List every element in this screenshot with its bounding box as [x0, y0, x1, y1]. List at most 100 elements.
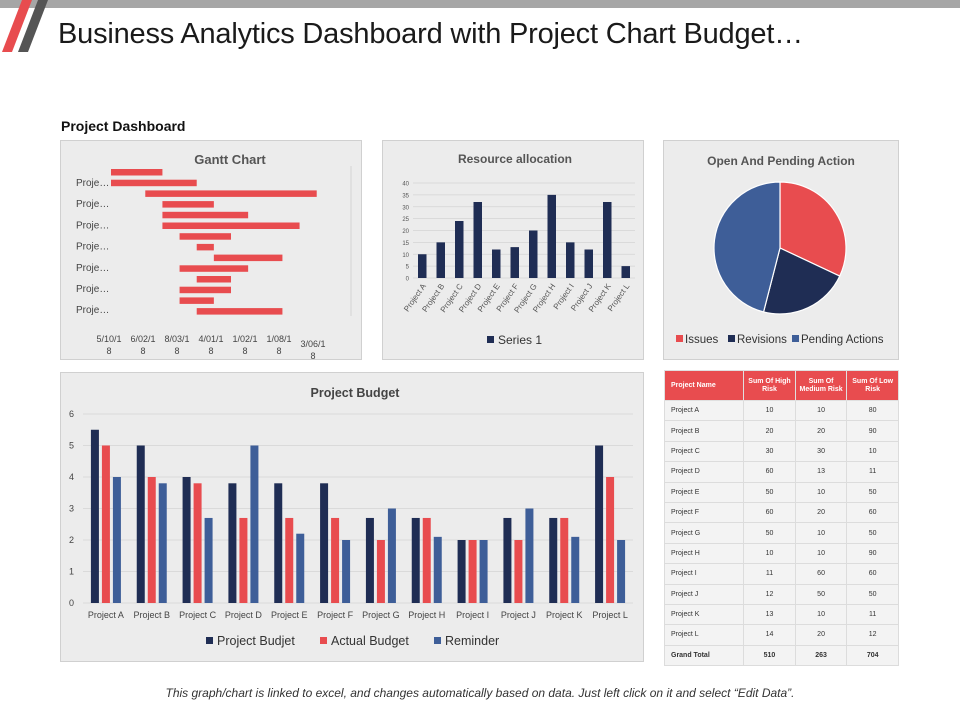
table-cell: Project D [663, 461, 745, 483]
gantt-bar [111, 179, 197, 187]
table-cell: 10 [794, 603, 848, 626]
bar [617, 540, 626, 603]
table-cell: Project E [663, 481, 745, 503]
bar [376, 540, 385, 603]
legend-swatch [434, 637, 441, 644]
y-tick-label: 3 [69, 504, 74, 514]
bar [193, 483, 202, 603]
chart-title: Resource allocation [458, 152, 572, 166]
bar [274, 483, 283, 603]
bar [411, 517, 420, 603]
table-cell: 50 [846, 583, 899, 605]
table-row: Project A 10 10 80 [663, 399, 899, 422]
gantt-chart-panel[interactable]: Gantt Chart Proje… Proje… Proje… Proje… Proje… [60, 140, 362, 360]
bar [547, 194, 556, 278]
row-label: Proje… [76, 305, 109, 316]
bar [603, 202, 612, 278]
footer-note: This graph/chart is linked to excel, and… [165, 686, 795, 700]
table-cell: 10 [794, 481, 848, 503]
bar [566, 242, 575, 278]
bar [479, 540, 488, 603]
x-tick-label: 1/02/1 8 [232, 334, 257, 356]
table-cell: 704 [846, 644, 899, 667]
page-title: Business Analytics Dashboard with Projec… [58, 18, 803, 50]
risk-table[interactable]: Project Name Sum Of High Risk Sum Of Med… [663, 370, 899, 667]
bar [571, 536, 580, 603]
x-tick-label: Project E [271, 610, 308, 620]
gantt-bar [162, 222, 300, 229]
top-accent-bar [0, 0, 960, 8]
y-tick-label: 6 [69, 409, 74, 419]
bar [158, 483, 167, 603]
table-cell: 510 [743, 644, 796, 667]
table-cell: Project C [663, 440, 745, 463]
y-tick-label: 10 [402, 253, 409, 259]
resource-chart-panel[interactable]: Resource allocation 0 5 10 15 20 25 30 35 40 Proje… [382, 140, 644, 360]
chart-title: Project Budget [311, 386, 401, 400]
legend-label: Series 1 [498, 333, 542, 347]
x-tick-label: Project G [362, 610, 400, 620]
x-tick-label: 8/03/1 8 [164, 334, 189, 356]
table-cell: 11 [743, 563, 796, 585]
x-tick-label: 4/01/1 8 [198, 334, 223, 356]
table-cell: 10 [794, 522, 848, 544]
bar [503, 517, 512, 603]
legend-swatch [487, 336, 494, 343]
table-cell: 10 [743, 399, 796, 422]
legend-label: Actual Budget [331, 634, 409, 648]
x-tick-label: 5/10/1 8 [96, 334, 121, 356]
table-cell: Project G [663, 522, 745, 544]
table-cell: Project I [663, 563, 745, 585]
bar [331, 517, 340, 603]
bar [239, 517, 248, 603]
table-cell: 50 [794, 583, 848, 605]
gantt-bar [179, 286, 231, 294]
table-row: Project B 20 20 90 [663, 420, 899, 442]
budget-chart-panel[interactable]: Project Budget 0 1 2 3 4 5 6 Project A Project B P… [60, 372, 644, 662]
table-cell: 60 [743, 461, 796, 483]
column-header: Sum Of Low Risk [846, 370, 899, 401]
table-cell: Project B [663, 420, 745, 442]
table-cell: 13 [743, 603, 796, 626]
table-cell: Project K [663, 603, 745, 626]
bar [387, 508, 396, 603]
bar [473, 202, 482, 278]
table-row: Project G 50 10 50 [663, 522, 899, 544]
row-label: Proje… [76, 242, 109, 253]
y-tick-label: 5 [69, 441, 74, 451]
table-cell: 20 [794, 624, 848, 646]
y-tick-label: 40 [402, 182, 409, 188]
y-tick-label: 25 [402, 217, 409, 223]
table-cell: Project F [663, 501, 745, 524]
x-tick-label: Project L [592, 610, 628, 620]
y-tick-label: 4 [69, 472, 74, 482]
table-cell: 60 [743, 501, 796, 524]
table-cell: 60 [794, 563, 848, 585]
table-cell: 12 [743, 583, 796, 605]
table-cell: 14 [743, 624, 796, 646]
table-cell: Project J [663, 583, 745, 605]
pie-slice [762, 247, 841, 315]
bar [514, 540, 523, 603]
table-cell: 30 [743, 440, 796, 463]
table-cell: 50 [743, 522, 796, 544]
x-tick-label: Project D [225, 610, 263, 620]
chart-title: Open And Pending Action [707, 154, 855, 168]
table-cell: 20 [794, 501, 848, 524]
table-cell: 80 [846, 399, 899, 422]
row-label: Proje… [76, 220, 109, 231]
legend-swatch [320, 637, 327, 644]
table-row: Project D 60 13 11 [663, 461, 899, 483]
bar [101, 445, 110, 603]
y-tick-label: 0 [69, 598, 74, 608]
table-cell: 50 [846, 481, 899, 503]
gantt-bar [196, 243, 214, 251]
bar [436, 242, 445, 278]
table-cell: 10 [794, 542, 848, 565]
chart-title: Gantt Chart [194, 152, 266, 167]
bar [320, 483, 329, 603]
y-tick-label: 30 [402, 205, 409, 211]
table-cell: 90 [846, 420, 899, 442]
pending-chart-panel[interactable]: Open And Pending Action Issues Revisions Pe… [663, 140, 899, 360]
bar [455, 221, 464, 278]
